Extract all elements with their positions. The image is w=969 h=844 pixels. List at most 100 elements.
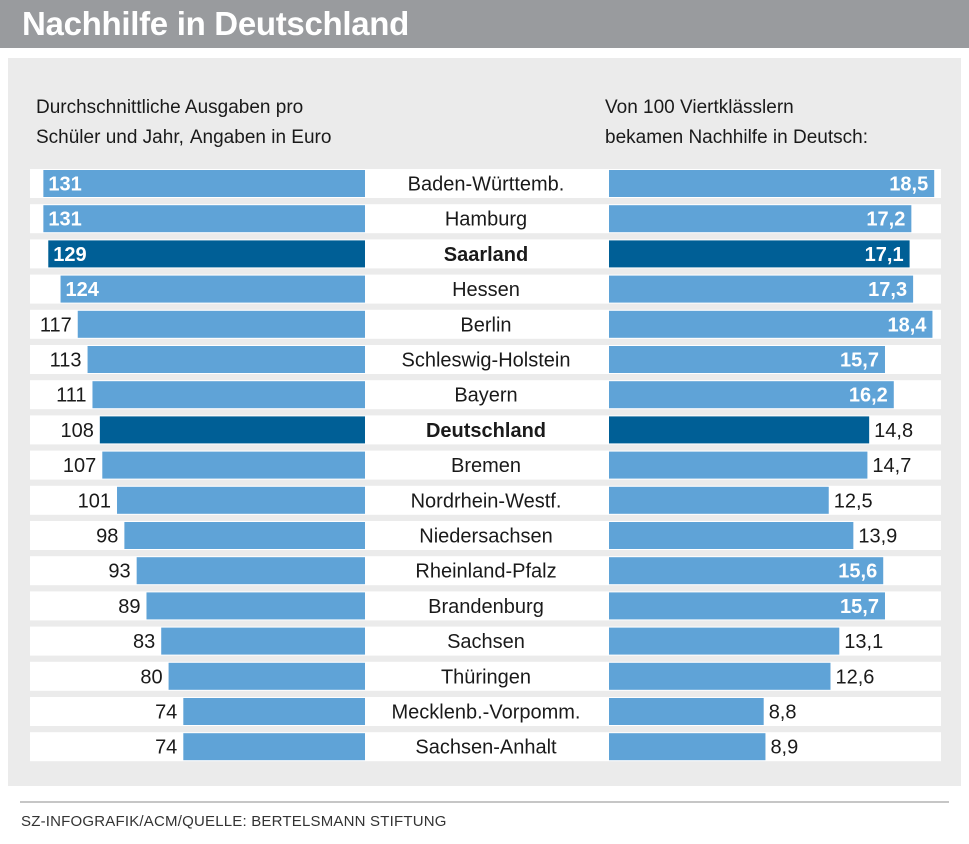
right-value-hamburg: 17,2 [866, 209, 905, 231]
state-label-bremen: Bremen [451, 455, 521, 477]
state-label-baden-wuerttemb: Baden-Württemb. [408, 174, 565, 196]
left-value-hessen: 124 [66, 279, 100, 301]
right-bar-saarland [609, 240, 910, 268]
left-bar-saarland [48, 240, 365, 268]
state-label-sachsen: Sachsen [447, 631, 525, 653]
right-bar-schleswig-holstein [609, 346, 885, 373]
state-label-sachsen-anhalt: Sachsen-Anhalt [415, 737, 557, 759]
right-value-bremen: 14,7 [872, 455, 911, 477]
left-bar-hamburg [43, 205, 366, 233]
left-value-bremen: 107 [63, 455, 96, 477]
left-bar-sachsen-anhalt [183, 733, 365, 761]
left-value-saarland: 129 [53, 244, 86, 266]
state-label-hamburg: Hamburg [445, 209, 527, 231]
left-bar-deutschland [99, 416, 366, 444]
left-bar-bremen [102, 451, 365, 479]
right-chart-heading-line1: Von 100 Viertklässlern [605, 97, 794, 118]
right-value-baden-wuerttemb: 18,5 [889, 174, 928, 196]
left-value-hamburg: 131 [48, 209, 81, 231]
state-label-niedersachsen: Niedersachsen [419, 526, 552, 548]
left-bar-brandenburg [146, 592, 365, 620]
state-label-bayern: Bayern [454, 385, 517, 407]
right-bar-rheinland-pfalz [609, 557, 884, 585]
left-bar-niedersachsen [124, 522, 365, 549]
left-value-sachsen-anhalt: 74 [155, 737, 177, 759]
right-bar-niedersachsen [609, 522, 854, 549]
state-label-saarland: Saarland [444, 244, 528, 266]
bar-charts: Durchschnittliche Ausgaben pro Schüler u… [30, 97, 941, 762]
left-chart-heading-title: Schüler und Jahr, [36, 127, 184, 148]
state-label-thueringen: Thüringen [441, 666, 531, 688]
right-bar-thueringen [609, 662, 831, 690]
right-value-saarland: 17,1 [865, 244, 904, 266]
left-bar-bayern [92, 381, 365, 409]
left-value-berlin: 117 [40, 314, 72, 336]
left-value-deutschland: 108 [60, 420, 93, 442]
left-chart-heading-line2: Schüler und Jahr, Angaben in Euro [36, 127, 331, 148]
source-credit: SZ-INFOGRAFIK/ACM/QUELLE: BERTELSMANN ST… [21, 813, 447, 830]
left-value-mecklenb-vorpomm: 74 [155, 702, 177, 724]
left-bar-hessen [60, 275, 365, 303]
right-value-mecklenb-vorpomm: 8,8 [769, 702, 797, 724]
state-label-nordrhein-westf: Nordrhein-Westf. [411, 490, 562, 512]
right-chart-heading-line2: bekamen Nachhilfe in Deutsch: [605, 127, 868, 148]
left-value-thueringen: 80 [140, 666, 162, 688]
right-bar-sachsen [609, 627, 840, 655]
right-bar-hamburg [609, 205, 912, 233]
right-value-deutschland: 14,8 [874, 420, 913, 442]
right-bar-baden-wuerttemb [609, 170, 935, 197]
right-bar-mecklenb-vorpomm [609, 698, 764, 725]
state-label-mecklenb-vorpomm: Mecklenb.-Vorpomm. [392, 702, 581, 724]
left-bar-baden-wuerttemb [43, 170, 366, 197]
right-bar-bayern [609, 381, 894, 409]
left-value-schleswig-holstein: 113 [50, 350, 82, 372]
chart-rows: 131 Baden-Württemb. 18,5 131 Hamburg 17,2 129 S… [30, 169, 941, 762]
left-value-baden-wuerttemb: 131 [48, 174, 81, 196]
left-value-rheinland-pfalz: 93 [108, 561, 130, 583]
left-bar-thueringen [168, 662, 365, 690]
left-value-niedersachsen: 98 [96, 526, 118, 548]
row-band-mecklenb-vorpomm [30, 697, 941, 726]
left-bar-nordrhein-westf [117, 486, 365, 514]
right-value-sachsen: 13,1 [844, 631, 883, 653]
right-bar-deutschland [609, 416, 870, 444]
left-value-bayern: 111 [56, 385, 86, 407]
right-bar-berlin [609, 310, 933, 338]
right-value-niedersachsen: 13,9 [858, 526, 897, 548]
right-bar-brandenburg [609, 592, 885, 620]
right-value-thueringen: 12,6 [835, 666, 874, 688]
footer-divider [20, 801, 949, 803]
right-value-schleswig-holstein: 15,7 [840, 350, 879, 372]
title-bar: Nachhilfe in Deutschland [0, 0, 969, 48]
state-label-berlin: Berlin [460, 314, 511, 336]
right-bar-nordrhein-westf [609, 486, 829, 514]
left-bar-sachsen [161, 627, 365, 655]
left-bar-rheinland-pfalz [136, 557, 365, 585]
row-band-sachsen-anhalt [30, 732, 941, 762]
right-value-hessen: 17,3 [868, 279, 907, 301]
left-value-brandenburg: 89 [118, 596, 140, 618]
chart-title: Nachhilfe in Deutschland [22, 5, 410, 42]
chart-panel: Durchschnittliche Ausgaben pro Schüler u… [8, 58, 961, 786]
state-label-hessen: Hessen [452, 279, 520, 301]
right-bar-sachsen-anhalt [609, 733, 766, 761]
left-bar-berlin [77, 310, 366, 338]
right-value-bayern: 16,2 [849, 385, 888, 407]
left-chart-heading-unit: Angaben in Euro [190, 127, 332, 148]
right-value-sachsen-anhalt: 8,9 [770, 737, 798, 759]
right-bar-hessen [609, 275, 914, 303]
right-value-berlin: 18,4 [888, 314, 928, 336]
state-label-schleswig-holstein: Schleswig-Holstein [402, 350, 571, 372]
left-value-sachsen: 83 [133, 631, 155, 653]
left-chart-heading-line1: Durchschnittliche Ausgaben pro [36, 97, 303, 118]
right-value-brandenburg: 15,7 [840, 596, 879, 618]
left-bar-mecklenb-vorpomm [183, 698, 365, 725]
right-value-nordrhein-westf: 12,5 [834, 490, 873, 512]
state-label-brandenburg: Brandenburg [428, 596, 544, 618]
state-label-rheinland-pfalz: Rheinland-Pfalz [415, 561, 556, 583]
state-label-deutschland: Deutschland [426, 420, 546, 442]
right-bar-bremen [609, 451, 868, 479]
left-bar-schleswig-holstein [87, 346, 366, 373]
left-value-nordrhein-westf: 101 [78, 490, 111, 512]
right-value-rheinland-pfalz: 15,6 [838, 561, 877, 583]
